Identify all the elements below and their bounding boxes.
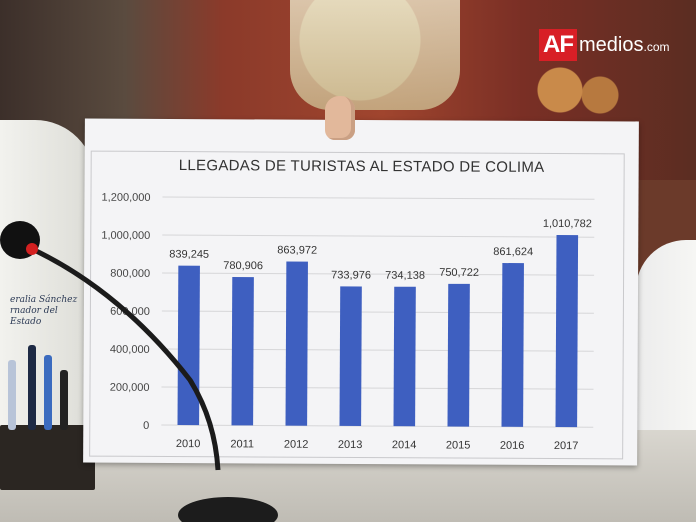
data-label: 861,624 [493, 246, 533, 258]
y-tick-label: 200,000 [110, 382, 150, 394]
logo-tld: .com [643, 39, 670, 54]
x-tick-label: 2013 [338, 439, 363, 451]
x-tick-label: 2014 [392, 439, 417, 451]
data-label: 839,245 [169, 249, 209, 261]
nameplate-line1: eralia Sánchez [10, 295, 78, 305]
nameplate: eralia Sánchez rnador del Estado [10, 295, 80, 327]
data-label: 733,976 [331, 269, 371, 281]
x-tick-label: 2011 [230, 438, 254, 450]
x-tick-label: 2016 [500, 440, 525, 452]
logo-medios-text: medios [579, 33, 644, 56]
bar [231, 276, 254, 426]
bar [555, 234, 579, 428]
bar [285, 261, 308, 426]
data-label: 734,138 [385, 270, 425, 282]
nameplate-line2: rnador del Estado [10, 306, 58, 327]
logo-medios: medios.com [579, 34, 670, 57]
y-tick-label: 800,000 [110, 268, 150, 280]
logo-af: AF [539, 29, 577, 61]
holding-thumb [325, 96, 355, 140]
y-tick-label: 1,000,000 [101, 230, 150, 242]
gridline [162, 196, 595, 200]
x-tick-label: 2010 [176, 438, 201, 450]
x-tick-label: 2015 [446, 439, 471, 451]
pen [8, 360, 16, 430]
microphone-light [26, 243, 38, 255]
y-tick-label: 0 [143, 420, 149, 432]
y-tick-label: 400,000 [110, 344, 150, 356]
x-tick-label: 2017 [554, 440, 579, 452]
mural-figure [290, 0, 460, 110]
data-label: 750,722 [439, 267, 479, 279]
x-tick-label: 2012 [284, 439, 309, 451]
pen [60, 370, 68, 430]
microphone-arm [28, 245, 221, 471]
pen-holder [0, 345, 95, 490]
microphone-base [178, 497, 278, 522]
watermark-logo: AF medios.com [539, 29, 670, 61]
gridline [162, 234, 595, 238]
data-label: 780,906 [223, 260, 263, 272]
data-label: 863,972 [277, 244, 317, 256]
data-label: 1,010,782 [543, 218, 592, 230]
pen [44, 355, 52, 430]
bar [339, 286, 362, 427]
bar [447, 283, 470, 427]
bar [393, 286, 416, 427]
bar [501, 263, 524, 427]
pen [28, 345, 36, 430]
y-tick-label: 1,200,000 [102, 192, 151, 204]
